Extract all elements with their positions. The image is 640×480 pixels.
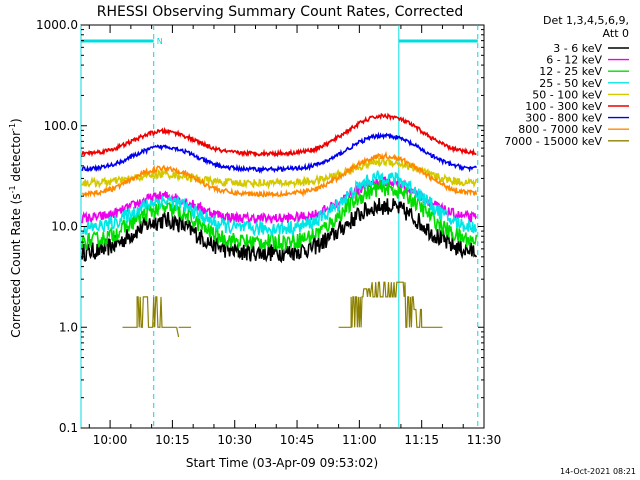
x-tick-label: 11:30: [467, 433, 502, 447]
legend-label-7: 800 - 7000 keV: [518, 123, 602, 136]
y-tick-label: 10.0: [51, 220, 78, 234]
legend-label-1: 6 - 12 keV: [546, 54, 602, 67]
y-tick-label: 1.0: [59, 320, 78, 334]
legend-label-3: 25 - 50 keV: [539, 77, 602, 90]
x-tick-label: 11:15: [404, 433, 439, 447]
legend-header-detectors: Det 1,3,4,5,6,9,: [543, 14, 629, 27]
series-line-5: [81, 112, 477, 158]
series-line-3: [81, 170, 478, 238]
y-tick-label: 0.1: [59, 421, 78, 435]
series-line-8: [122, 281, 443, 338]
y-axis-ticks: 1000.0 100.0 10.0 1.0 0.1: [36, 18, 484, 435]
night-label: N: [157, 37, 163, 46]
series-line-7: [81, 150, 478, 199]
y-tick-label: 1000.0: [36, 18, 78, 32]
legend-label-2: 12 - 25 keV: [539, 65, 602, 78]
series-line-0: [81, 197, 478, 264]
legend-label-5: 100 - 300 keV: [525, 100, 602, 113]
time-markers: N: [80, 25, 479, 428]
x-tick-label: 10:30: [217, 433, 252, 447]
plot-area: N 10:00 10:15 10:30 10:45 11:00 11:15 11:30 10…: [36, 18, 501, 447]
y-axis-label: Corrected Count Rate (s-1 detector-1): [8, 118, 23, 337]
y-tick-label: 100.0: [44, 119, 78, 133]
x-axis-ticks: 10:00 10:15 10:30 10:45 11:00 11:15 11:30: [88, 25, 502, 447]
legend-header-attenuator: Att 0: [603, 27, 629, 40]
series-line-6: [81, 131, 478, 174]
legend-label-6: 300 - 800 keV: [525, 112, 602, 125]
x-axis-label: Start Time (03-Apr-09 09:53:02): [186, 456, 378, 470]
x-tick-label: 11:00: [342, 433, 377, 447]
legend-label-8: 7000 - 15000 keV: [504, 135, 602, 148]
legend-label-4: 50 - 100 keV: [532, 88, 602, 101]
footer-timestamp: 14-Oct-2021 08:21: [560, 467, 636, 476]
x-tick-label: 10:15: [155, 433, 190, 447]
x-tick-label: 10:00: [93, 433, 128, 447]
x-tick-label: 10:45: [280, 433, 315, 447]
legend-label-0: 3 - 6 keV: [553, 42, 602, 55]
chart-title: RHESSI Observing Summary Count Rates, Co…: [97, 4, 463, 20]
series-group: [81, 112, 478, 338]
